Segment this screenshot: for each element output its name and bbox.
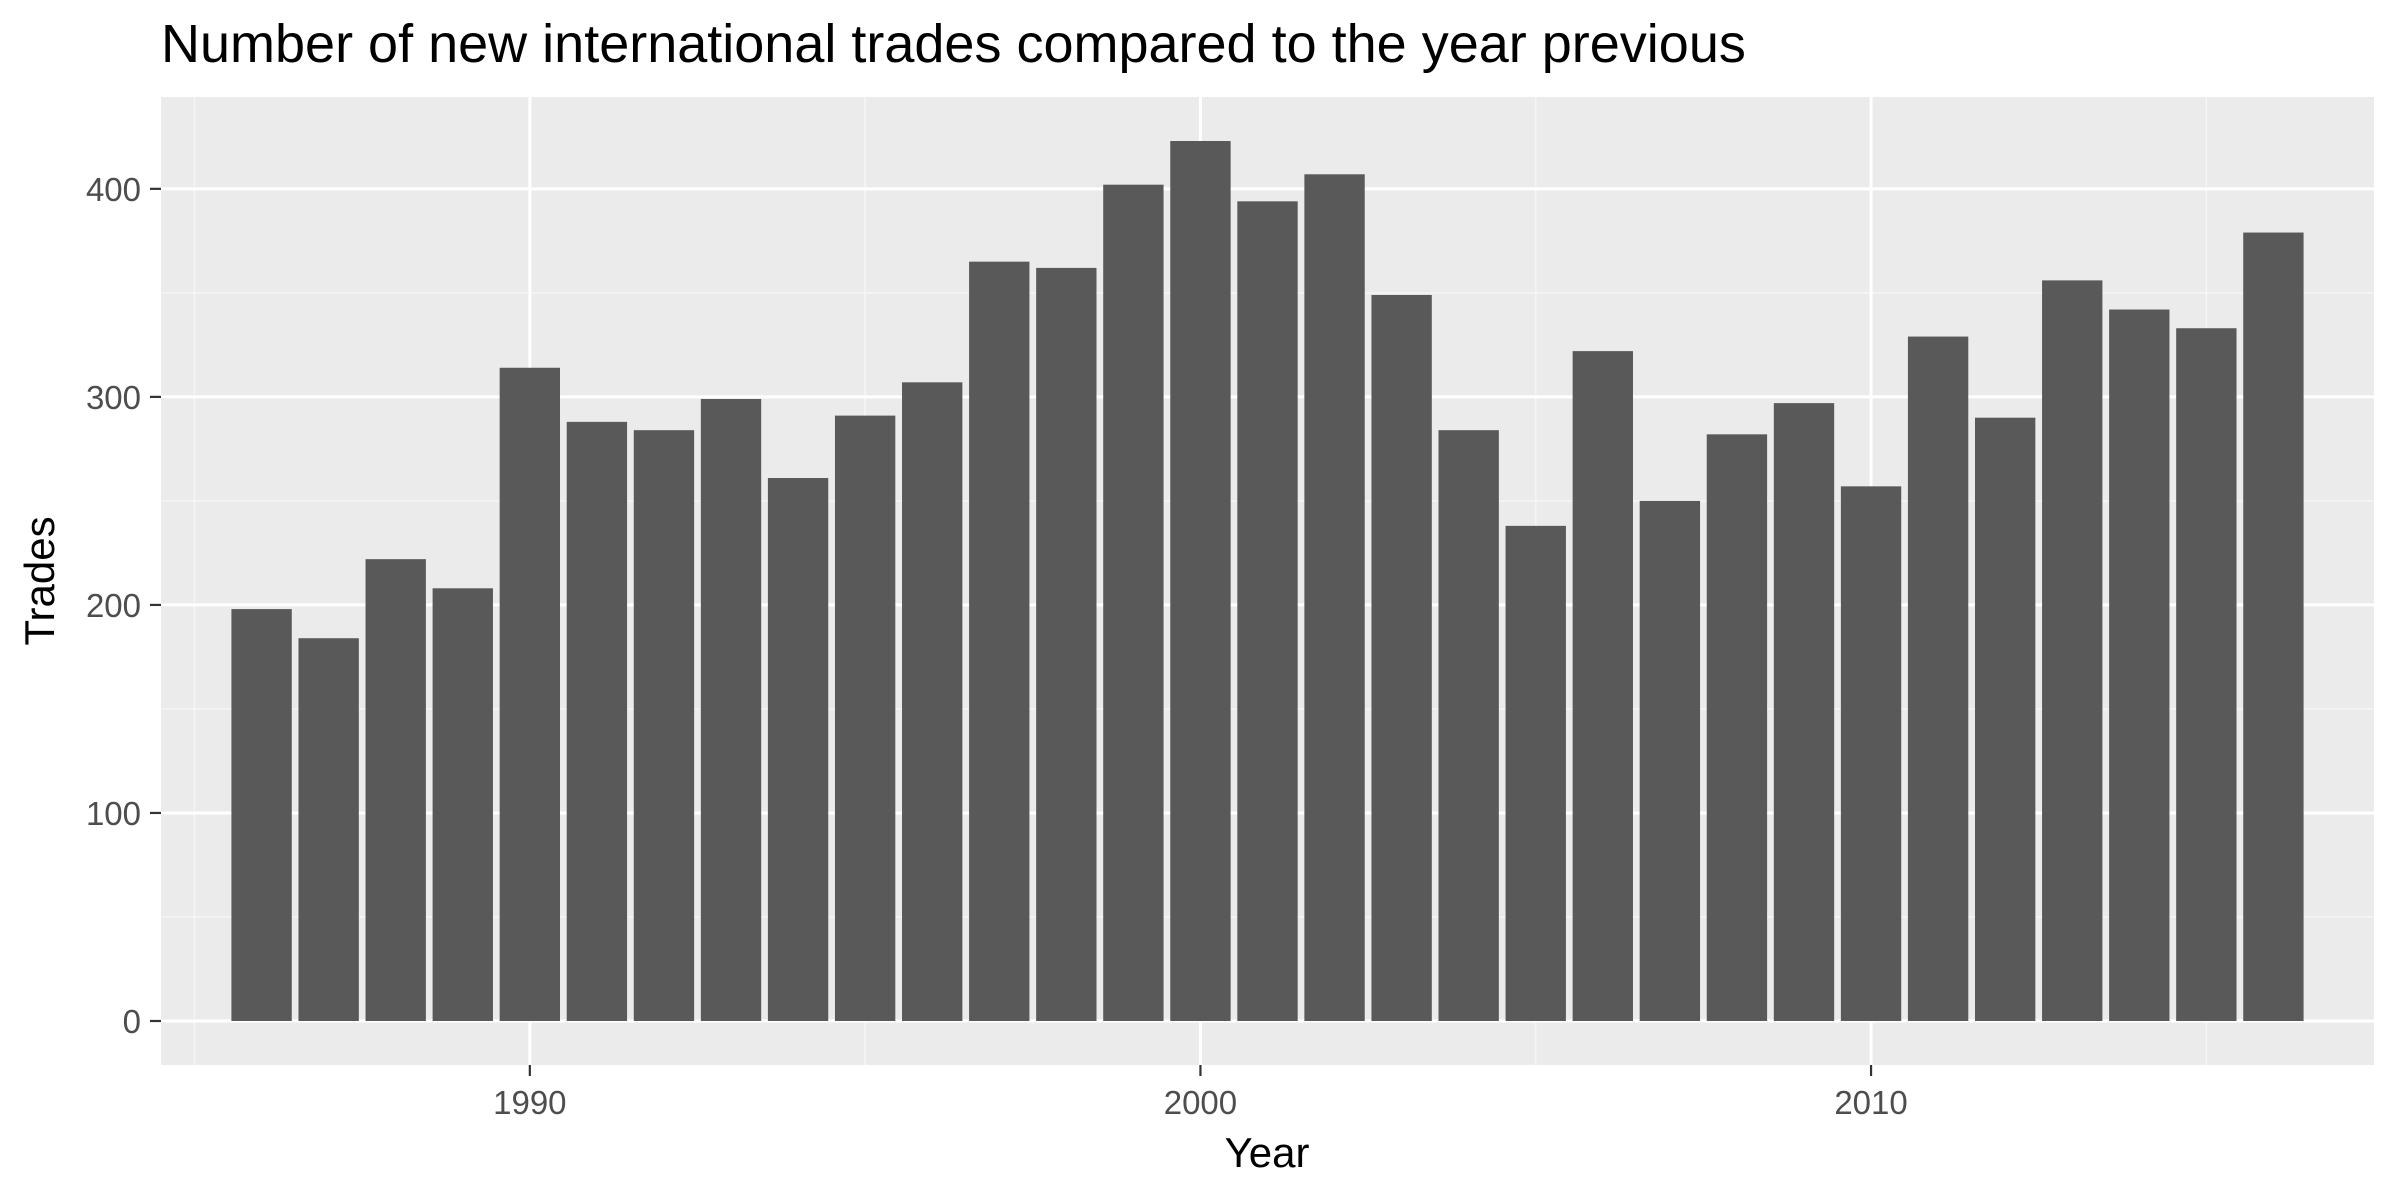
bar-1995	[834, 415, 896, 1021]
bar-2003	[1371, 294, 1432, 1021]
bar-1997	[969, 261, 1030, 1021]
bar-2010	[1840, 486, 1902, 1022]
x-tick-label: 1990	[493, 1084, 566, 1121]
bar-1988	[365, 559, 426, 1021]
bar-2016	[2243, 232, 2304, 1022]
y-tick-label: 100	[86, 795, 141, 832]
bar-1996	[902, 382, 963, 1022]
bar-1993	[700, 398, 762, 1021]
bar-1994	[767, 478, 829, 1022]
bar-2006	[1572, 351, 1633, 1022]
bar-1992	[633, 430, 695, 1021]
bar-2014	[2109, 309, 2170, 1022]
bar-2005	[1505, 525, 1566, 1021]
bar-1986	[231, 609, 292, 1021]
y-tick-label: 0	[123, 1003, 141, 1040]
bar-2011	[1907, 336, 1969, 1021]
bar-2008	[1706, 434, 1768, 1021]
bar-2015	[2176, 328, 2237, 1022]
bar-1989	[432, 588, 493, 1021]
y-tick-label: 300	[86, 379, 141, 416]
bar-2013	[2042, 280, 2103, 1021]
y-axis-tick-labels: 0 100 200 300 400	[86, 171, 141, 1040]
x-axis-title: Year	[1225, 1129, 1310, 1176]
bar-1990	[499, 367, 561, 1021]
bar-1999	[1103, 184, 1164, 1022]
bar-2004	[1438, 430, 1499, 1021]
bar-2007	[1639, 500, 1701, 1022]
x-tick-label: 2000	[1164, 1084, 1237, 1121]
chart-title: Number of new international trades compa…	[161, 14, 1746, 74]
y-axis-title: Trades	[16, 516, 63, 645]
bar-2012	[1974, 417, 2036, 1021]
bar-1998	[1036, 267, 1097, 1021]
x-tick-label: 2010	[1834, 1084, 1907, 1121]
bar-1991	[566, 421, 628, 1021]
bars	[231, 141, 2304, 1022]
y-tick-label: 400	[86, 171, 141, 208]
bar-1987	[298, 638, 359, 1021]
bar-2009	[1773, 403, 1835, 1021]
bar-2001	[1237, 201, 1298, 1022]
y-tick-label: 200	[86, 587, 141, 624]
bar-2002	[1304, 174, 1365, 1021]
axis-ticks	[150, 187, 1873, 1076]
bar-2000	[1170, 141, 1231, 1021]
x-axis-tick-labels: 1990 2000 2010	[493, 1084, 1908, 1121]
